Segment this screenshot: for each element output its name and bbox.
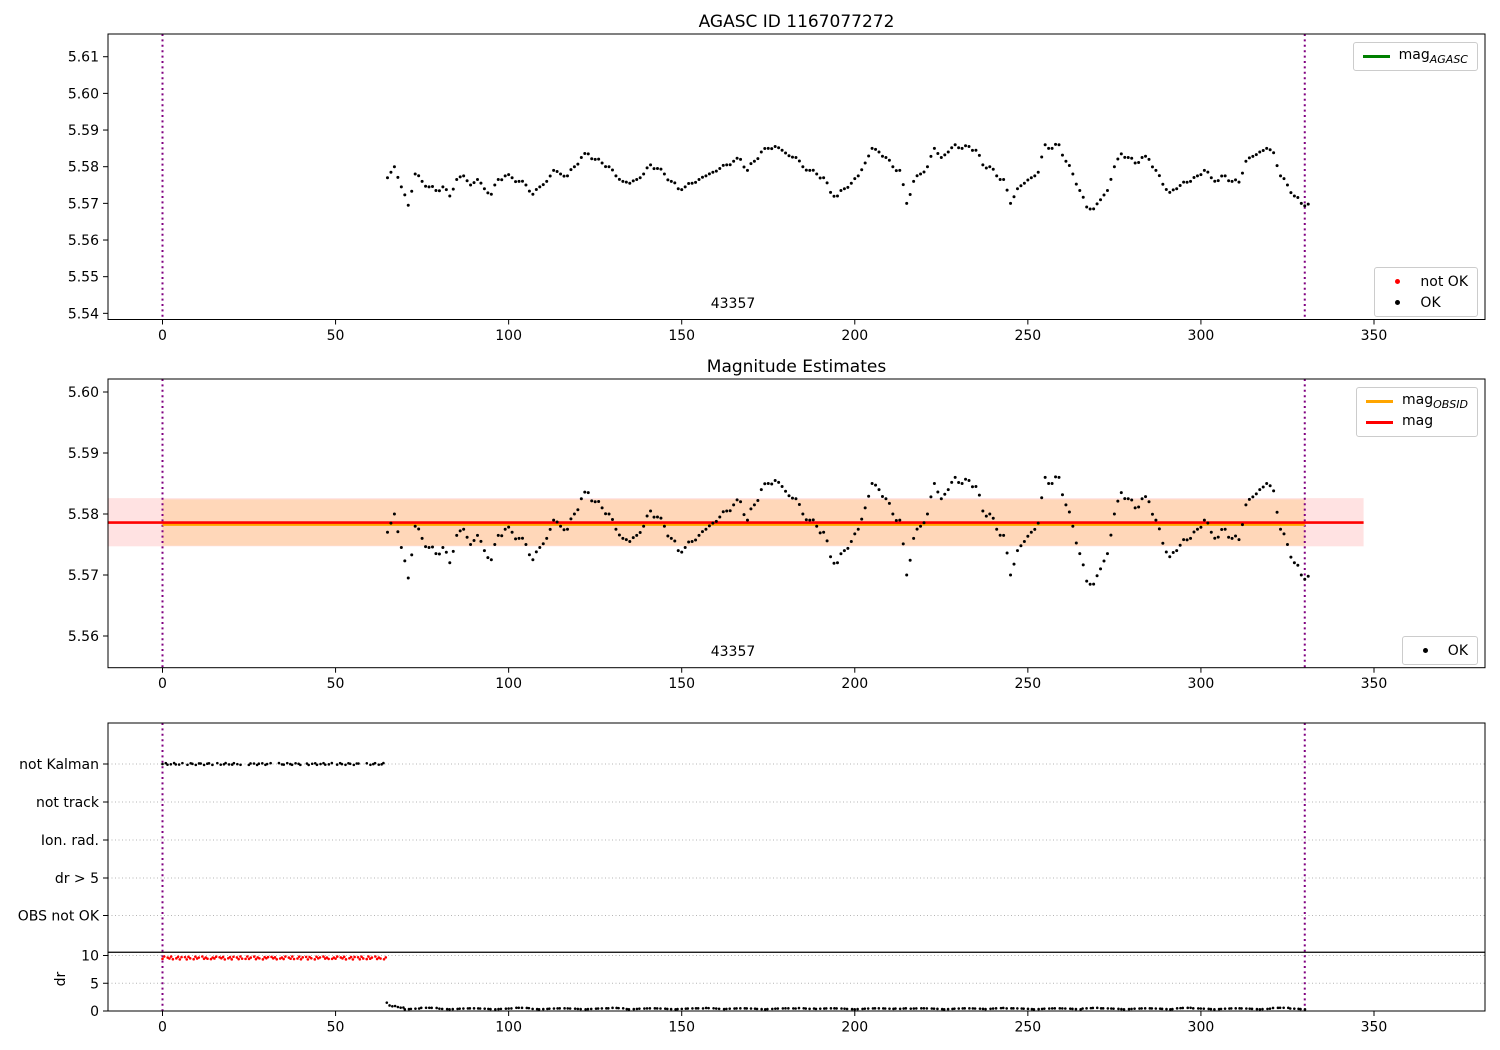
svg-text:not track: not track <box>36 795 100 811</box>
legend-label-mag-obsid: magOBSID <box>1401 392 1468 411</box>
svg-text:Ion. rad.: Ion. rad. <box>41 833 99 849</box>
mag-obsid-line-swatch <box>1365 400 1393 403</box>
legend-label-ok: OK <box>1420 294 1441 311</box>
svg-text:300: 300 <box>1188 676 1215 692</box>
svg-text:5.60: 5.60 <box>68 86 99 102</box>
svg-text:100: 100 <box>495 1020 522 1036</box>
not-ok-dot-swatch <box>1395 279 1401 284</box>
legend-label-mag: mag <box>1401 413 1434 430</box>
svg-text:250: 250 <box>1014 1020 1041 1036</box>
ok-dot-swatch <box>1395 300 1401 305</box>
legend-label-not-ok: not OK <box>1420 273 1468 290</box>
dr-axis-label: dr <box>53 971 69 987</box>
svg-text:100: 100 <box>495 676 522 692</box>
svg-text:150: 150 <box>668 1020 695 1036</box>
middle-legend-ok: OK <box>1401 636 1478 665</box>
legend-row-ok-middle: OK <box>1412 640 1468 661</box>
svg-text:300: 300 <box>1188 1020 1215 1036</box>
ok-dot-swatch-middle <box>1422 648 1428 653</box>
middle-plot-title: Magnitude Estimates <box>706 357 887 377</box>
svg-text:5.57: 5.57 <box>68 196 99 212</box>
svg-text:5.54: 5.54 <box>68 306 99 322</box>
mag-agasc-line-swatch <box>1362 55 1390 58</box>
svg-text:0: 0 <box>158 1020 167 1036</box>
svg-text:5.58: 5.58 <box>68 507 99 523</box>
svg-text:5.61: 5.61 <box>68 50 99 66</box>
svg-text:OBS not OK: OBS not OK <box>18 909 100 925</box>
svg-text:0: 0 <box>158 676 167 692</box>
svg-text:250: 250 <box>1014 676 1041 692</box>
legend-label-ok-middle: OK <box>1447 642 1468 659</box>
svg-text:200: 200 <box>841 1020 868 1036</box>
svg-text:5.58: 5.58 <box>68 160 99 176</box>
svg-text:150: 150 <box>668 676 695 692</box>
middle-obsid-annotation: 43357 <box>710 644 756 660</box>
svg-text:5.60: 5.60 <box>68 385 99 401</box>
svg-text:300: 300 <box>1188 328 1215 344</box>
svg-text:50: 50 <box>327 328 345 344</box>
legend-row-mag: mag <box>1365 412 1468 433</box>
svg-text:5.57: 5.57 <box>68 568 99 584</box>
top-legend-ok-status: not OK OK <box>1374 267 1478 317</box>
svg-text:5.55: 5.55 <box>68 270 99 286</box>
svg-text:200: 200 <box>841 328 868 344</box>
svg-text:0: 0 <box>158 328 167 344</box>
top-legend-mag-agasc: magAGASC <box>1352 42 1478 71</box>
svg-text:150: 150 <box>668 328 695 344</box>
svg-text:50: 50 <box>327 676 345 692</box>
svg-text:5: 5 <box>90 976 99 992</box>
mag-line-swatch <box>1365 421 1393 424</box>
middle-legend-lines: magOBSID mag <box>1355 387 1478 437</box>
svg-text:50: 50 <box>327 1020 345 1036</box>
legend-label-mag-agasc: magAGASC <box>1398 47 1468 66</box>
legend-row-ok: OK <box>1384 292 1468 313</box>
svg-text:5.56: 5.56 <box>68 233 99 249</box>
top-plot-title: AGASC ID 1167077272 <box>698 12 895 32</box>
svg-text:10: 10 <box>81 949 99 965</box>
svg-text:350: 350 <box>1361 676 1388 692</box>
legend-row-not-ok: not OK <box>1384 271 1468 292</box>
svg-text:200: 200 <box>841 676 868 692</box>
svg-text:5.59: 5.59 <box>68 446 99 462</box>
svg-text:350: 350 <box>1361 328 1388 344</box>
top-obsid-annotation: 43357 <box>710 296 756 312</box>
legend-row-mag-agasc: magAGASC <box>1362 46 1468 67</box>
svg-text:0: 0 <box>90 1004 99 1020</box>
svg-text:250: 250 <box>1014 328 1041 344</box>
svg-text:5.59: 5.59 <box>68 123 99 139</box>
legend-row-mag-obsid: magOBSID <box>1365 391 1468 412</box>
svg-text:dr > 5: dr > 5 <box>55 871 99 887</box>
svg-text:100: 100 <box>495 328 522 344</box>
svg-text:350: 350 <box>1361 1020 1388 1036</box>
svg-text:5.56: 5.56 <box>68 629 99 645</box>
svg-text:not Kalman: not Kalman <box>19 757 99 773</box>
